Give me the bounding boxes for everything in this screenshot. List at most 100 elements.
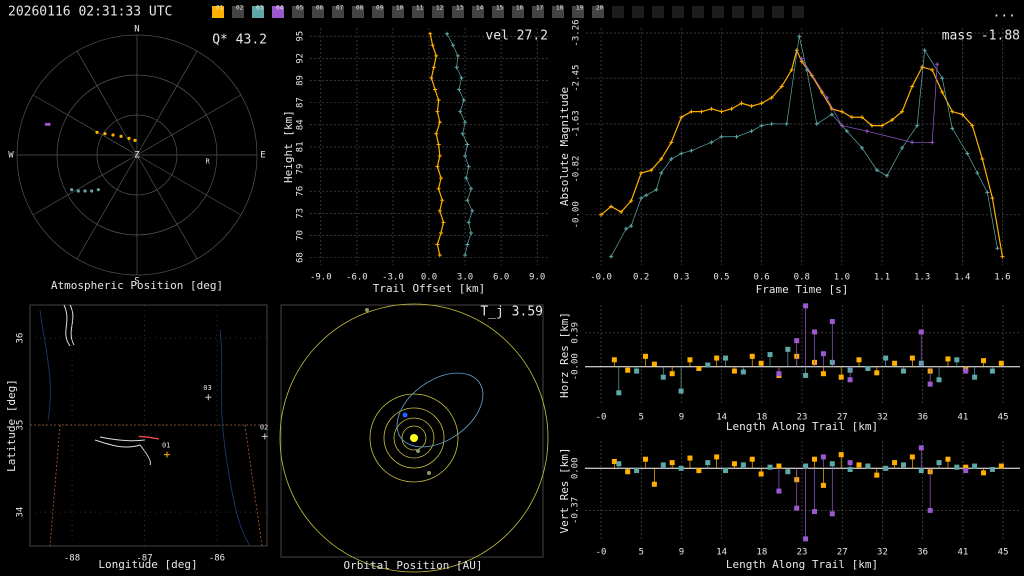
track-point (83, 189, 87, 193)
data-point (639, 170, 644, 175)
empty-tab (672, 6, 684, 18)
residual-point (723, 468, 729, 474)
data-point (940, 76, 945, 81)
station-tab[interactable] (392, 6, 404, 18)
residual-point (687, 455, 693, 461)
residual-point (883, 465, 889, 471)
data-point (729, 106, 734, 111)
station-tab[interactable] (592, 6, 604, 18)
data-point (875, 168, 880, 173)
residual-point (611, 458, 617, 464)
orbit-ring (383, 407, 445, 469)
data-point (434, 53, 439, 58)
data-point (779, 84, 784, 89)
station-tab-label: 09 (376, 5, 384, 12)
residual-point (847, 466, 853, 472)
data-point (470, 208, 475, 213)
data-point (619, 210, 624, 215)
station-tab[interactable] (372, 6, 384, 18)
station-tab[interactable] (472, 6, 484, 18)
residual-point (625, 367, 631, 373)
x-tick-label: -6.0 (346, 273, 368, 283)
data-point (975, 170, 980, 175)
x-tick-label: 27 (837, 548, 848, 558)
data-point (965, 151, 970, 156)
track-point (119, 134, 123, 138)
data-point (980, 157, 985, 162)
station-tab[interactable] (452, 6, 464, 18)
x-axis-label: Longitude [deg] (98, 558, 197, 571)
data-point (804, 67, 809, 72)
data-point (437, 208, 442, 213)
residual-point (936, 377, 942, 383)
data-point (439, 176, 444, 181)
y-tick-label: -3.26 (572, 19, 582, 46)
map-frame (29, 304, 268, 547)
y-tick-label: 0.00 (571, 457, 581, 479)
data-point (689, 109, 694, 114)
river (39, 309, 251, 547)
data-point (430, 43, 435, 48)
residual-point (812, 509, 818, 515)
station-tab[interactable] (292, 6, 304, 18)
data-point (457, 87, 462, 92)
residual-point (803, 303, 809, 309)
data-point (461, 98, 466, 103)
empty-tab (732, 6, 744, 18)
orbit-diagram (279, 303, 549, 573)
station-marker (261, 433, 268, 440)
station-tab-label: 18 (556, 5, 564, 12)
station-tab-label: 05 (296, 5, 304, 12)
x-tick-label: 5 (639, 413, 644, 423)
data-point (749, 129, 754, 134)
x-tick-label: 45 (998, 413, 1009, 423)
y-tick-label: 95 (296, 31, 306, 42)
station-tab[interactable] (212, 6, 224, 18)
data-point (869, 123, 874, 128)
residual-point (945, 456, 951, 462)
residual-point (829, 461, 835, 467)
annotation: T_j 3.59 (480, 305, 543, 320)
data-point (455, 53, 460, 58)
station-tab-label: 11 (416, 5, 424, 12)
residual-point (696, 468, 702, 474)
station-tab[interactable] (332, 6, 344, 18)
polar-spoke (76, 154, 138, 260)
station-tab[interactable] (552, 6, 564, 18)
zenith-label: Z (134, 151, 140, 161)
residual-point (794, 505, 800, 511)
station-tab[interactable] (272, 6, 284, 18)
station-tab[interactable] (572, 6, 584, 18)
station-tab[interactable] (492, 6, 504, 18)
residual-point (909, 355, 915, 361)
data-point (960, 112, 965, 117)
station-tab[interactable] (352, 6, 364, 18)
residual-point (972, 463, 978, 469)
data-point (433, 87, 438, 92)
station-tab[interactable] (312, 6, 324, 18)
residual-point (918, 445, 924, 451)
data-point (859, 145, 864, 150)
x-tick-label: -86 (209, 554, 225, 564)
polar-spoke (76, 50, 138, 156)
station-tab-label: 03 (256, 5, 264, 12)
data-point (437, 120, 442, 125)
track-point (44, 122, 48, 126)
compass-label: S (134, 277, 139, 287)
station-tab[interactable] (412, 6, 424, 18)
data-point (669, 157, 674, 162)
residual-point (634, 368, 640, 374)
track-point (47, 122, 51, 126)
station-tab[interactable] (232, 6, 244, 18)
residual-point (749, 353, 755, 359)
data-point (769, 121, 774, 126)
station-tab[interactable] (532, 6, 544, 18)
station-tab[interactable] (252, 6, 264, 18)
data-point (769, 95, 774, 100)
menu-button[interactable]: ... (993, 6, 1016, 21)
residual-point (758, 471, 764, 477)
station-tab-label: 02 (236, 5, 244, 12)
station-tab[interactable] (432, 6, 444, 18)
station-tab[interactable] (512, 6, 524, 18)
data-point (464, 176, 469, 181)
